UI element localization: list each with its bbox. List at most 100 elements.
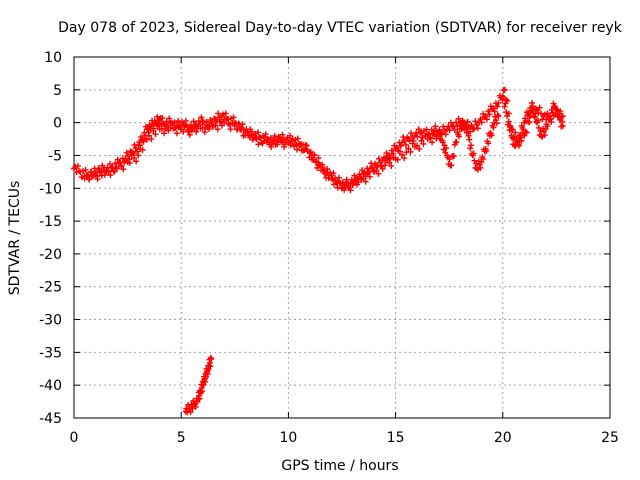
data-point-interp bbox=[517, 132, 524, 139]
data-point-interp bbox=[474, 125, 481, 132]
data-points bbox=[71, 86, 566, 416]
data-point-interp bbox=[397, 142, 404, 149]
data-point-interp bbox=[202, 378, 209, 385]
data-point-interp bbox=[526, 113, 533, 120]
data-point-interp bbox=[302, 141, 309, 148]
data-point-interp bbox=[418, 137, 425, 144]
data-point-interp bbox=[186, 131, 193, 138]
data-point-interp bbox=[394, 156, 401, 163]
data-point-interp bbox=[173, 130, 180, 137]
data-point-interp bbox=[276, 134, 283, 141]
data-point-interp bbox=[223, 115, 230, 122]
data-point-interp bbox=[530, 106, 537, 113]
data-point-interp bbox=[472, 118, 479, 125]
data-point-interp bbox=[248, 128, 255, 135]
data-point-interp bbox=[426, 135, 433, 142]
data-point-interp bbox=[192, 403, 199, 410]
data-point-interp bbox=[351, 178, 358, 185]
data-point-interp bbox=[182, 122, 189, 129]
data-point-interp bbox=[216, 118, 223, 125]
data-point-interp bbox=[401, 155, 408, 162]
data-point-interp bbox=[175, 117, 182, 124]
data-point bbox=[113, 165, 120, 172]
data-point-interp bbox=[515, 141, 522, 148]
data-point-interp bbox=[255, 141, 262, 148]
data-point-interp bbox=[505, 118, 512, 125]
data-point-interp bbox=[287, 142, 294, 149]
data-point-interp bbox=[201, 129, 208, 136]
data-point-interp bbox=[262, 131, 269, 138]
data-point-interp bbox=[116, 159, 123, 166]
data-point-interp bbox=[541, 132, 548, 139]
x-tick-label: 20 bbox=[494, 430, 512, 446]
data-point-interp bbox=[556, 110, 563, 117]
data-point bbox=[306, 149, 313, 156]
data-point-interp bbox=[558, 118, 565, 125]
data-point-interp bbox=[356, 173, 363, 180]
data-point-interp bbox=[432, 123, 439, 130]
data-point-interp bbox=[88, 168, 95, 175]
data-point-interp bbox=[453, 138, 460, 145]
data-point-interp bbox=[464, 125, 471, 132]
data-point-interp bbox=[534, 117, 541, 124]
data-point-interp bbox=[480, 156, 487, 163]
data-point-interp bbox=[332, 177, 339, 184]
x-tick-label: 25 bbox=[601, 430, 619, 446]
data-point-interp bbox=[268, 143, 275, 150]
data-point bbox=[495, 113, 502, 120]
data-point-interp bbox=[438, 130, 445, 137]
data-point-interp bbox=[206, 126, 213, 133]
data-point-interp bbox=[361, 169, 368, 176]
data-point-interp bbox=[364, 170, 371, 177]
data-point-interp bbox=[323, 165, 330, 172]
data-point bbox=[360, 175, 367, 182]
data-point bbox=[199, 124, 206, 131]
x-tick-label: 0 bbox=[70, 430, 79, 446]
data-point-interp bbox=[293, 146, 300, 153]
data-point-interp bbox=[354, 181, 361, 188]
data-point bbox=[448, 162, 455, 169]
data-point-interp bbox=[466, 136, 473, 143]
data-point bbox=[414, 142, 421, 149]
data-point-interp bbox=[490, 124, 497, 131]
y-tick-label: -45 bbox=[39, 411, 62, 427]
data-point-interp bbox=[261, 134, 268, 141]
data-point-interp bbox=[384, 156, 391, 163]
data-point-interp bbox=[422, 132, 429, 139]
data-point-interp bbox=[471, 126, 478, 133]
data-point-interp bbox=[414, 133, 421, 140]
data-point bbox=[559, 122, 566, 129]
data-point bbox=[208, 355, 215, 362]
data-point-interp bbox=[506, 127, 513, 134]
data-point-interp bbox=[212, 122, 219, 129]
data-point-interp bbox=[101, 164, 108, 171]
data-point bbox=[253, 136, 260, 143]
x-axis-label: GPS time / hours bbox=[281, 458, 398, 474]
data-point-interp bbox=[408, 130, 415, 137]
data-point-interp bbox=[518, 137, 525, 144]
data-point-interp bbox=[190, 118, 197, 125]
data-point-interp bbox=[330, 170, 337, 177]
y-tick-label: -25 bbox=[39, 280, 62, 296]
data-point-interp bbox=[131, 155, 138, 162]
data-point-interp bbox=[236, 120, 243, 127]
data-point bbox=[146, 132, 153, 139]
data-point-interp bbox=[520, 126, 527, 133]
data-point-interp bbox=[478, 119, 485, 126]
data-point-interp bbox=[336, 180, 343, 187]
data-point-interp bbox=[287, 132, 294, 139]
data-point-interp bbox=[215, 110, 222, 117]
data-point-interp bbox=[493, 120, 500, 127]
data-point-interp bbox=[150, 127, 157, 134]
data-point-interp bbox=[191, 124, 198, 131]
data-point-interp bbox=[125, 153, 132, 160]
data-point-interp bbox=[429, 139, 436, 146]
data-point-interp bbox=[281, 143, 288, 150]
data-point-interp bbox=[196, 395, 203, 402]
x-tick-label: 15 bbox=[387, 430, 405, 446]
data-point-interp bbox=[507, 124, 514, 131]
data-point-interp bbox=[315, 155, 322, 162]
data-point-interp bbox=[154, 122, 161, 129]
x-tick-label: 5 bbox=[177, 430, 186, 446]
